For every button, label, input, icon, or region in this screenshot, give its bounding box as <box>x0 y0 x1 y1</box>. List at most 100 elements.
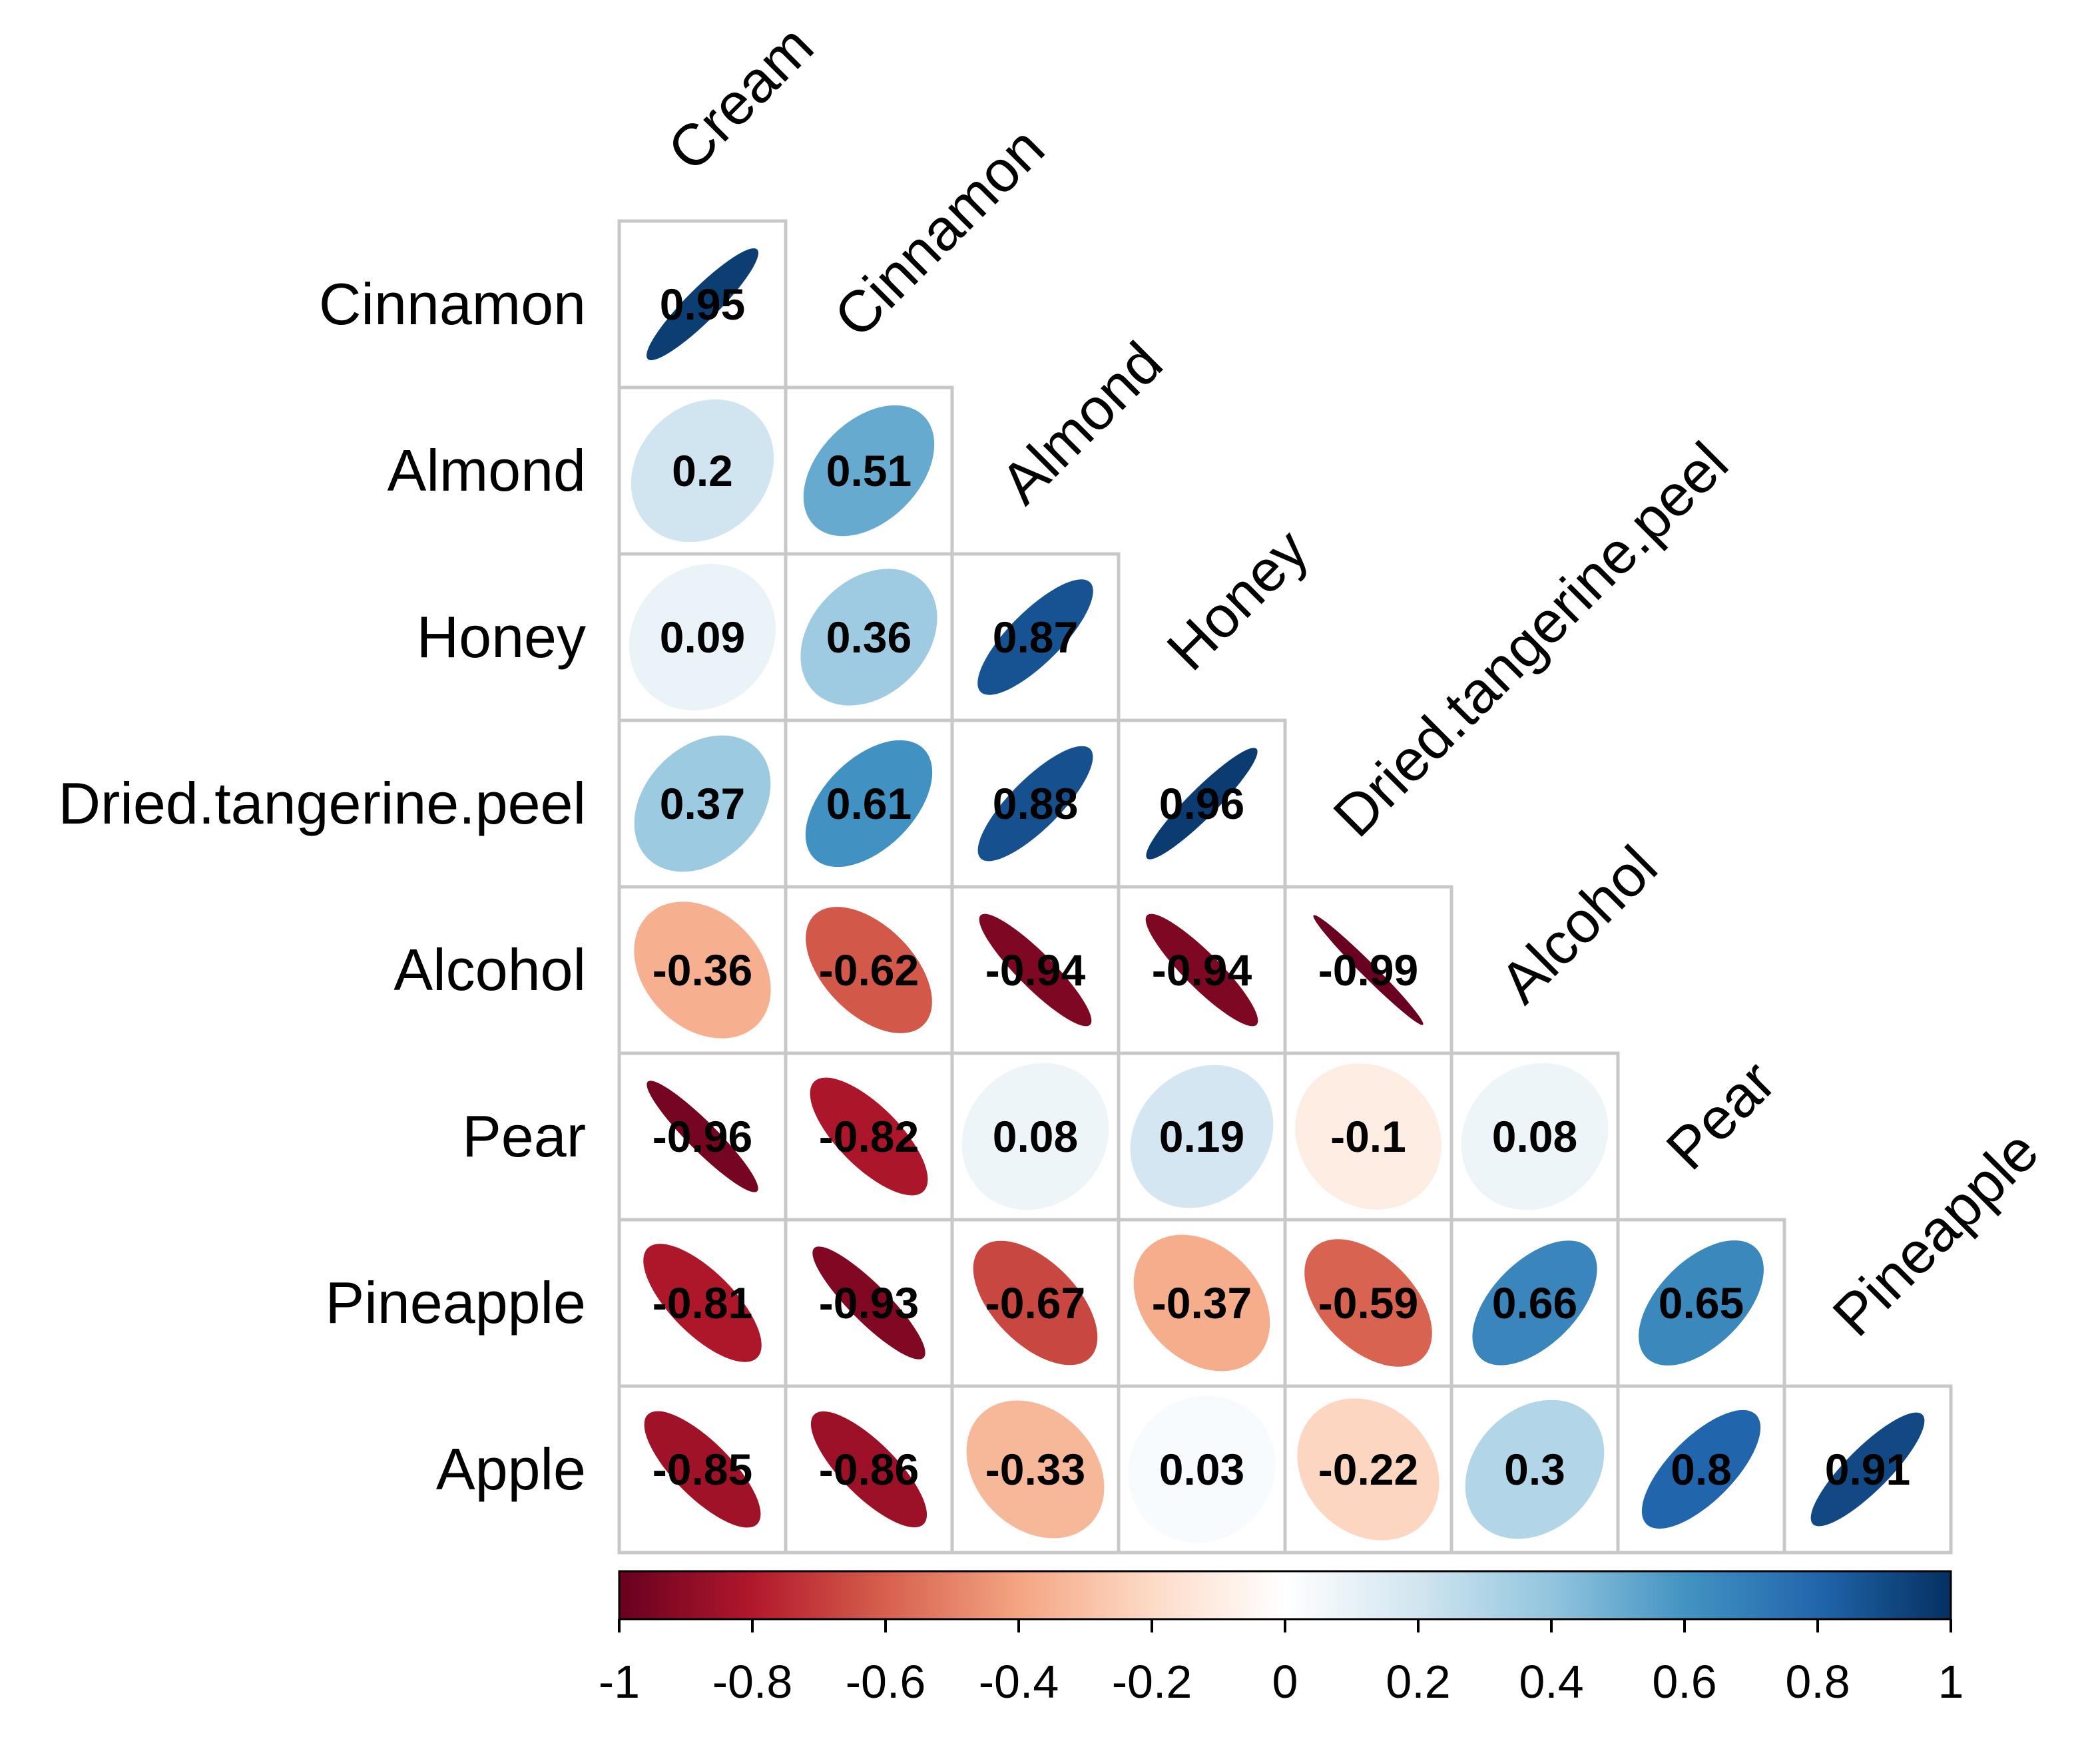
correlation-value: -0.99 <box>1318 945 1418 995</box>
matrix-cell: -0.93 <box>784 1218 954 1388</box>
correlation-ellipse <box>800 569 937 706</box>
correlation-value: 0.2 <box>672 446 733 495</box>
colorbar: -1 -0.8 -0.6 -0.4 -0.2 0 0.2 0.4 0.6 0.8 1 <box>599 1570 1964 1708</box>
column-label: Honey <box>1154 517 1320 683</box>
matrix-cell: -0.94 <box>950 885 1121 1055</box>
column-label: Pear <box>1653 1048 1787 1182</box>
correlation-value: -0.22 <box>1318 1445 1418 1494</box>
correlation-ellipse <box>1461 1063 1609 1210</box>
correlation-value: -0.85 <box>653 1445 752 1494</box>
correlation-ellipse <box>1641 1409 1761 1529</box>
matrix-cell: 0.66 <box>1449 1218 1620 1388</box>
correlation-ellipse <box>812 1246 925 1360</box>
correlation-ellipse <box>1304 1239 1432 1367</box>
correlation-value: 0.19 <box>1159 1112 1244 1161</box>
correlation-value: -0.81 <box>653 1278 752 1328</box>
correlation-ellipse <box>643 1244 762 1362</box>
correlation-ellipse <box>647 1081 758 1192</box>
correlation-ellipse <box>1130 1065 1274 1208</box>
correlation-ellipse <box>1133 1234 1270 1371</box>
matrix-cell: -0.82 <box>784 1051 954 1222</box>
matrix-cell: -0.37 <box>1117 1218 1287 1388</box>
correlation-value: 0.96 <box>1159 779 1244 828</box>
matrix-cell: 0.37 <box>617 718 788 889</box>
correlation-value: -0.86 <box>819 1445 919 1494</box>
matrix-cell: -0.81 <box>617 1218 788 1388</box>
matrix-cell: 0.03 <box>1117 1384 1287 1555</box>
matrix-cell: 0.95 <box>617 219 788 389</box>
correlation-value: -0.94 <box>985 945 1086 995</box>
correlation-ellipse <box>1472 1240 1597 1366</box>
colorbar-gradient <box>618 1570 1952 1620</box>
correlation-value: 0.08 <box>993 1112 1078 1161</box>
matrix-cell: 0.65 <box>1616 1218 1786 1388</box>
correlation-value: -0.62 <box>819 945 919 995</box>
row-label: Cinnamon <box>319 271 586 337</box>
correlation-value: 0.95 <box>660 280 745 329</box>
matrix-cell: 0.08 <box>1449 1051 1620 1222</box>
correlation-ellipse <box>803 405 935 537</box>
correlation-value: -0.36 <box>653 945 752 995</box>
correlation-ellipse <box>647 248 758 360</box>
correlation-value: 0.66 <box>1492 1278 1577 1328</box>
row-label: Apple <box>436 1436 586 1502</box>
row-labels: Cinnamon Almond Honey Dried.tangerine.peel A… <box>58 271 586 1502</box>
correlation-value: 0.36 <box>826 613 912 662</box>
correlation-ellipse <box>805 740 933 868</box>
matrix-cell: -0.1 <box>1283 1051 1453 1222</box>
colorbar-tick-label: -0.8 <box>712 1656 793 1708</box>
matrix-cell: -0.85 <box>617 1384 788 1555</box>
correlation-value: -0.37 <box>1152 1278 1252 1328</box>
row-label: Almond <box>388 437 586 503</box>
matrix-cell: 0.36 <box>784 552 954 722</box>
matrix-cell: -0.86 <box>784 1384 954 1555</box>
correlation-matrix: 0.95 0.2 0.51 0.09 0.36 0.87 0.37 0.61 0.88 0.96 -… <box>617 219 1953 1555</box>
correlation-ellipse <box>1810 1412 1925 1527</box>
colorbar-tick-label: 1 <box>1938 1656 1964 1708</box>
correlation-ellipse <box>1639 1240 1764 1366</box>
colorbar-tick-label: 0.4 <box>1519 1656 1583 1708</box>
colorbar-tick-label: -1 <box>599 1656 640 1708</box>
matrix-cell: 0.19 <box>1117 1051 1287 1222</box>
correlation-value: 0.3 <box>1504 1445 1565 1494</box>
correlation-value: 0.88 <box>993 779 1078 828</box>
column-label: Pineapple <box>1820 1118 2051 1349</box>
colorbar-tick-label: -0.2 <box>1112 1656 1192 1708</box>
cell-border <box>1782 1384 1953 1555</box>
matrix-cell: -0.94 <box>1117 885 1287 1055</box>
correlation-value: 0.51 <box>826 446 912 495</box>
correlation-value: 0.37 <box>660 779 745 828</box>
correlation-value: 0.8 <box>1671 1445 1732 1494</box>
correlation-value: -0.94 <box>1152 945 1252 995</box>
correlation-ellipse <box>634 901 771 1039</box>
matrix-cell: 0.61 <box>784 718 954 889</box>
colorbar-tick-label: 0.2 <box>1386 1656 1450 1708</box>
correlation-ellipse <box>810 1411 927 1528</box>
correlation-value: -0.67 <box>985 1278 1085 1328</box>
correlation-ellipse <box>977 746 1093 862</box>
matrix-cell: -0.67 <box>950 1218 1121 1388</box>
matrix-cell: -0.33 <box>950 1384 1121 1555</box>
correlation-ellipse <box>629 563 776 711</box>
correlation-ellipse <box>1295 1063 1442 1210</box>
matrix-cell: 0.51 <box>784 385 954 556</box>
matrix-cell: -0.22 <box>1283 1384 1453 1555</box>
correlation-ellipse <box>631 399 774 543</box>
column-label: Almond <box>987 329 1175 516</box>
row-label: Pear <box>462 1103 586 1169</box>
column-label: Dried.tangerine.peel <box>1320 429 1740 849</box>
matrix-cell: -0.59 <box>1283 1218 1453 1388</box>
column-label: Cream <box>655 13 826 184</box>
correlation-value: 0.08 <box>1492 1112 1577 1161</box>
matrix-cell: 0.8 <box>1616 1384 1786 1555</box>
correlation-ellipse <box>1297 1398 1440 1541</box>
correlation-ellipse <box>1313 915 1424 1025</box>
correlation-ellipse <box>977 579 1093 695</box>
matrix-cell: 0.2 <box>617 385 788 556</box>
matrix-cell: 0.96 <box>1117 718 1287 889</box>
correlation-ellipse <box>979 913 1092 1027</box>
correlation-ellipse <box>961 1063 1109 1210</box>
colorbar-tick-label: -0.6 <box>846 1656 926 1708</box>
matrix-cell: 0.87 <box>950 552 1121 722</box>
